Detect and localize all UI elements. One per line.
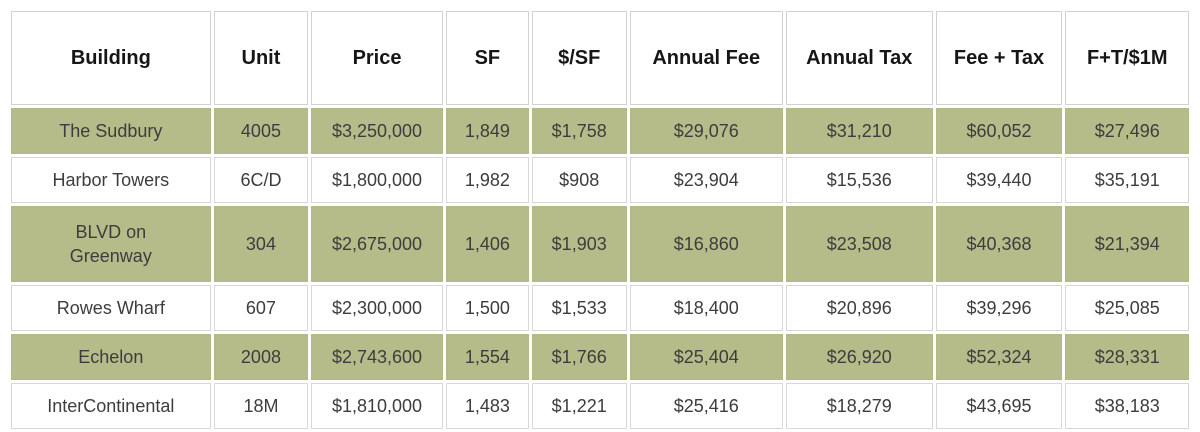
column-header-price: Price (311, 11, 443, 105)
cell-annual-fee: $29,076 (629, 108, 783, 154)
cell-fee-plus-tax: $39,440 (935, 157, 1063, 203)
column-header-annual-tax: Annual Tax (785, 11, 933, 105)
cell-building: Echelon (11, 334, 211, 380)
table-row-rowes-wharf: Rowes Wharf 607 $2,300,000 1,500 $1,533 … (11, 285, 1189, 331)
cell-price: $1,800,000 (311, 157, 443, 203)
cell-annual-tax: $31,210 (785, 108, 933, 154)
cell-sf: 1,483 (445, 383, 529, 429)
column-header-unit: Unit (213, 11, 309, 105)
cell-annual-tax: $26,920 (785, 334, 933, 380)
table-row-the-sudbury: The Sudbury 4005 $3,250,000 1,849 $1,758… (11, 108, 1189, 154)
cell-ft-per-1m: $35,191 (1065, 157, 1189, 203)
cell-ft-per-1m: $25,085 (1065, 285, 1189, 331)
cell-annual-fee: $25,404 (629, 334, 783, 380)
column-header-sf: SF (445, 11, 529, 105)
column-header-fee-plus-tax: Fee + Tax (935, 11, 1063, 105)
column-header-annual-fee: Annual Fee (629, 11, 783, 105)
cell-price: $3,250,000 (311, 108, 443, 154)
cell-fee-plus-tax: $39,296 (935, 285, 1063, 331)
cell-fee-plus-tax: $60,052 (935, 108, 1063, 154)
cell-building: The Sudbury (11, 108, 211, 154)
table-row-blvd-on-greenway: BLVD on Greenway 304 $2,675,000 1,406 $1… (11, 206, 1189, 282)
cell-unit: 18M (213, 383, 309, 429)
table-row-intercontinental: InterContinental 18M $1,810,000 1,483 $1… (11, 383, 1189, 429)
cell-fee-plus-tax: $40,368 (935, 206, 1063, 282)
cell-ft-per-1m: $27,496 (1065, 108, 1189, 154)
cell-price-per-sf: $1,221 (531, 383, 627, 429)
header-row: Building Unit Price SF $/SF Annual Fee A… (11, 11, 1189, 105)
cell-sf: 1,500 (445, 285, 529, 331)
column-header-price-per-sf: $/SF (531, 11, 627, 105)
cell-building: BLVD on Greenway (11, 206, 211, 282)
cell-unit: 304 (213, 206, 309, 282)
cell-ft-per-1m: $21,394 (1065, 206, 1189, 282)
cell-building: Rowes Wharf (11, 285, 211, 331)
cell-annual-fee: $25,416 (629, 383, 783, 429)
cell-annual-tax: $23,508 (785, 206, 933, 282)
cell-ft-per-1m: $38,183 (1065, 383, 1189, 429)
cell-price-per-sf: $1,533 (531, 285, 627, 331)
cell-unit: 4005 (213, 108, 309, 154)
table-row-echelon: Echelon 2008 $2,743,600 1,554 $1,766 $25… (11, 334, 1189, 380)
cell-annual-fee: $23,904 (629, 157, 783, 203)
table-row-harbor-towers: Harbor Towers 6C/D $1,800,000 1,982 $908… (11, 157, 1189, 203)
cell-building: InterContinental (11, 383, 211, 429)
cell-unit: 2008 (213, 334, 309, 380)
cell-annual-fee: $18,400 (629, 285, 783, 331)
condo-comparison-table: Building Unit Price SF $/SF Annual Fee A… (8, 8, 1192, 432)
cell-building: Harbor Towers (11, 157, 211, 203)
cell-annual-tax: $20,896 (785, 285, 933, 331)
cell-price-per-sf: $908 (531, 157, 627, 203)
cell-sf: 1,406 (445, 206, 529, 282)
cell-fee-plus-tax: $52,324 (935, 334, 1063, 380)
cell-price: $1,810,000 (311, 383, 443, 429)
cell-price: $2,743,600 (311, 334, 443, 380)
cell-price: $2,675,000 (311, 206, 443, 282)
cell-annual-tax: $18,279 (785, 383, 933, 429)
cell-annual-tax: $15,536 (785, 157, 933, 203)
cell-ft-per-1m: $28,331 (1065, 334, 1189, 380)
cell-sf: 1,554 (445, 334, 529, 380)
cell-price-per-sf: $1,766 (531, 334, 627, 380)
column-header-building: Building (11, 11, 211, 105)
cell-price: $2,300,000 (311, 285, 443, 331)
cell-price-per-sf: $1,758 (531, 108, 627, 154)
cell-unit: 607 (213, 285, 309, 331)
cell-sf: 1,849 (445, 108, 529, 154)
building-name: BLVD on Greenway (69, 221, 152, 266)
column-header-ft-per-1m: F+T/$1M (1065, 11, 1189, 105)
cell-unit: 6C/D (213, 157, 309, 203)
cell-price-per-sf: $1,903 (531, 206, 627, 282)
cell-sf: 1,982 (445, 157, 529, 203)
cell-fee-plus-tax: $43,695 (935, 383, 1063, 429)
cell-annual-fee: $16,860 (629, 206, 783, 282)
